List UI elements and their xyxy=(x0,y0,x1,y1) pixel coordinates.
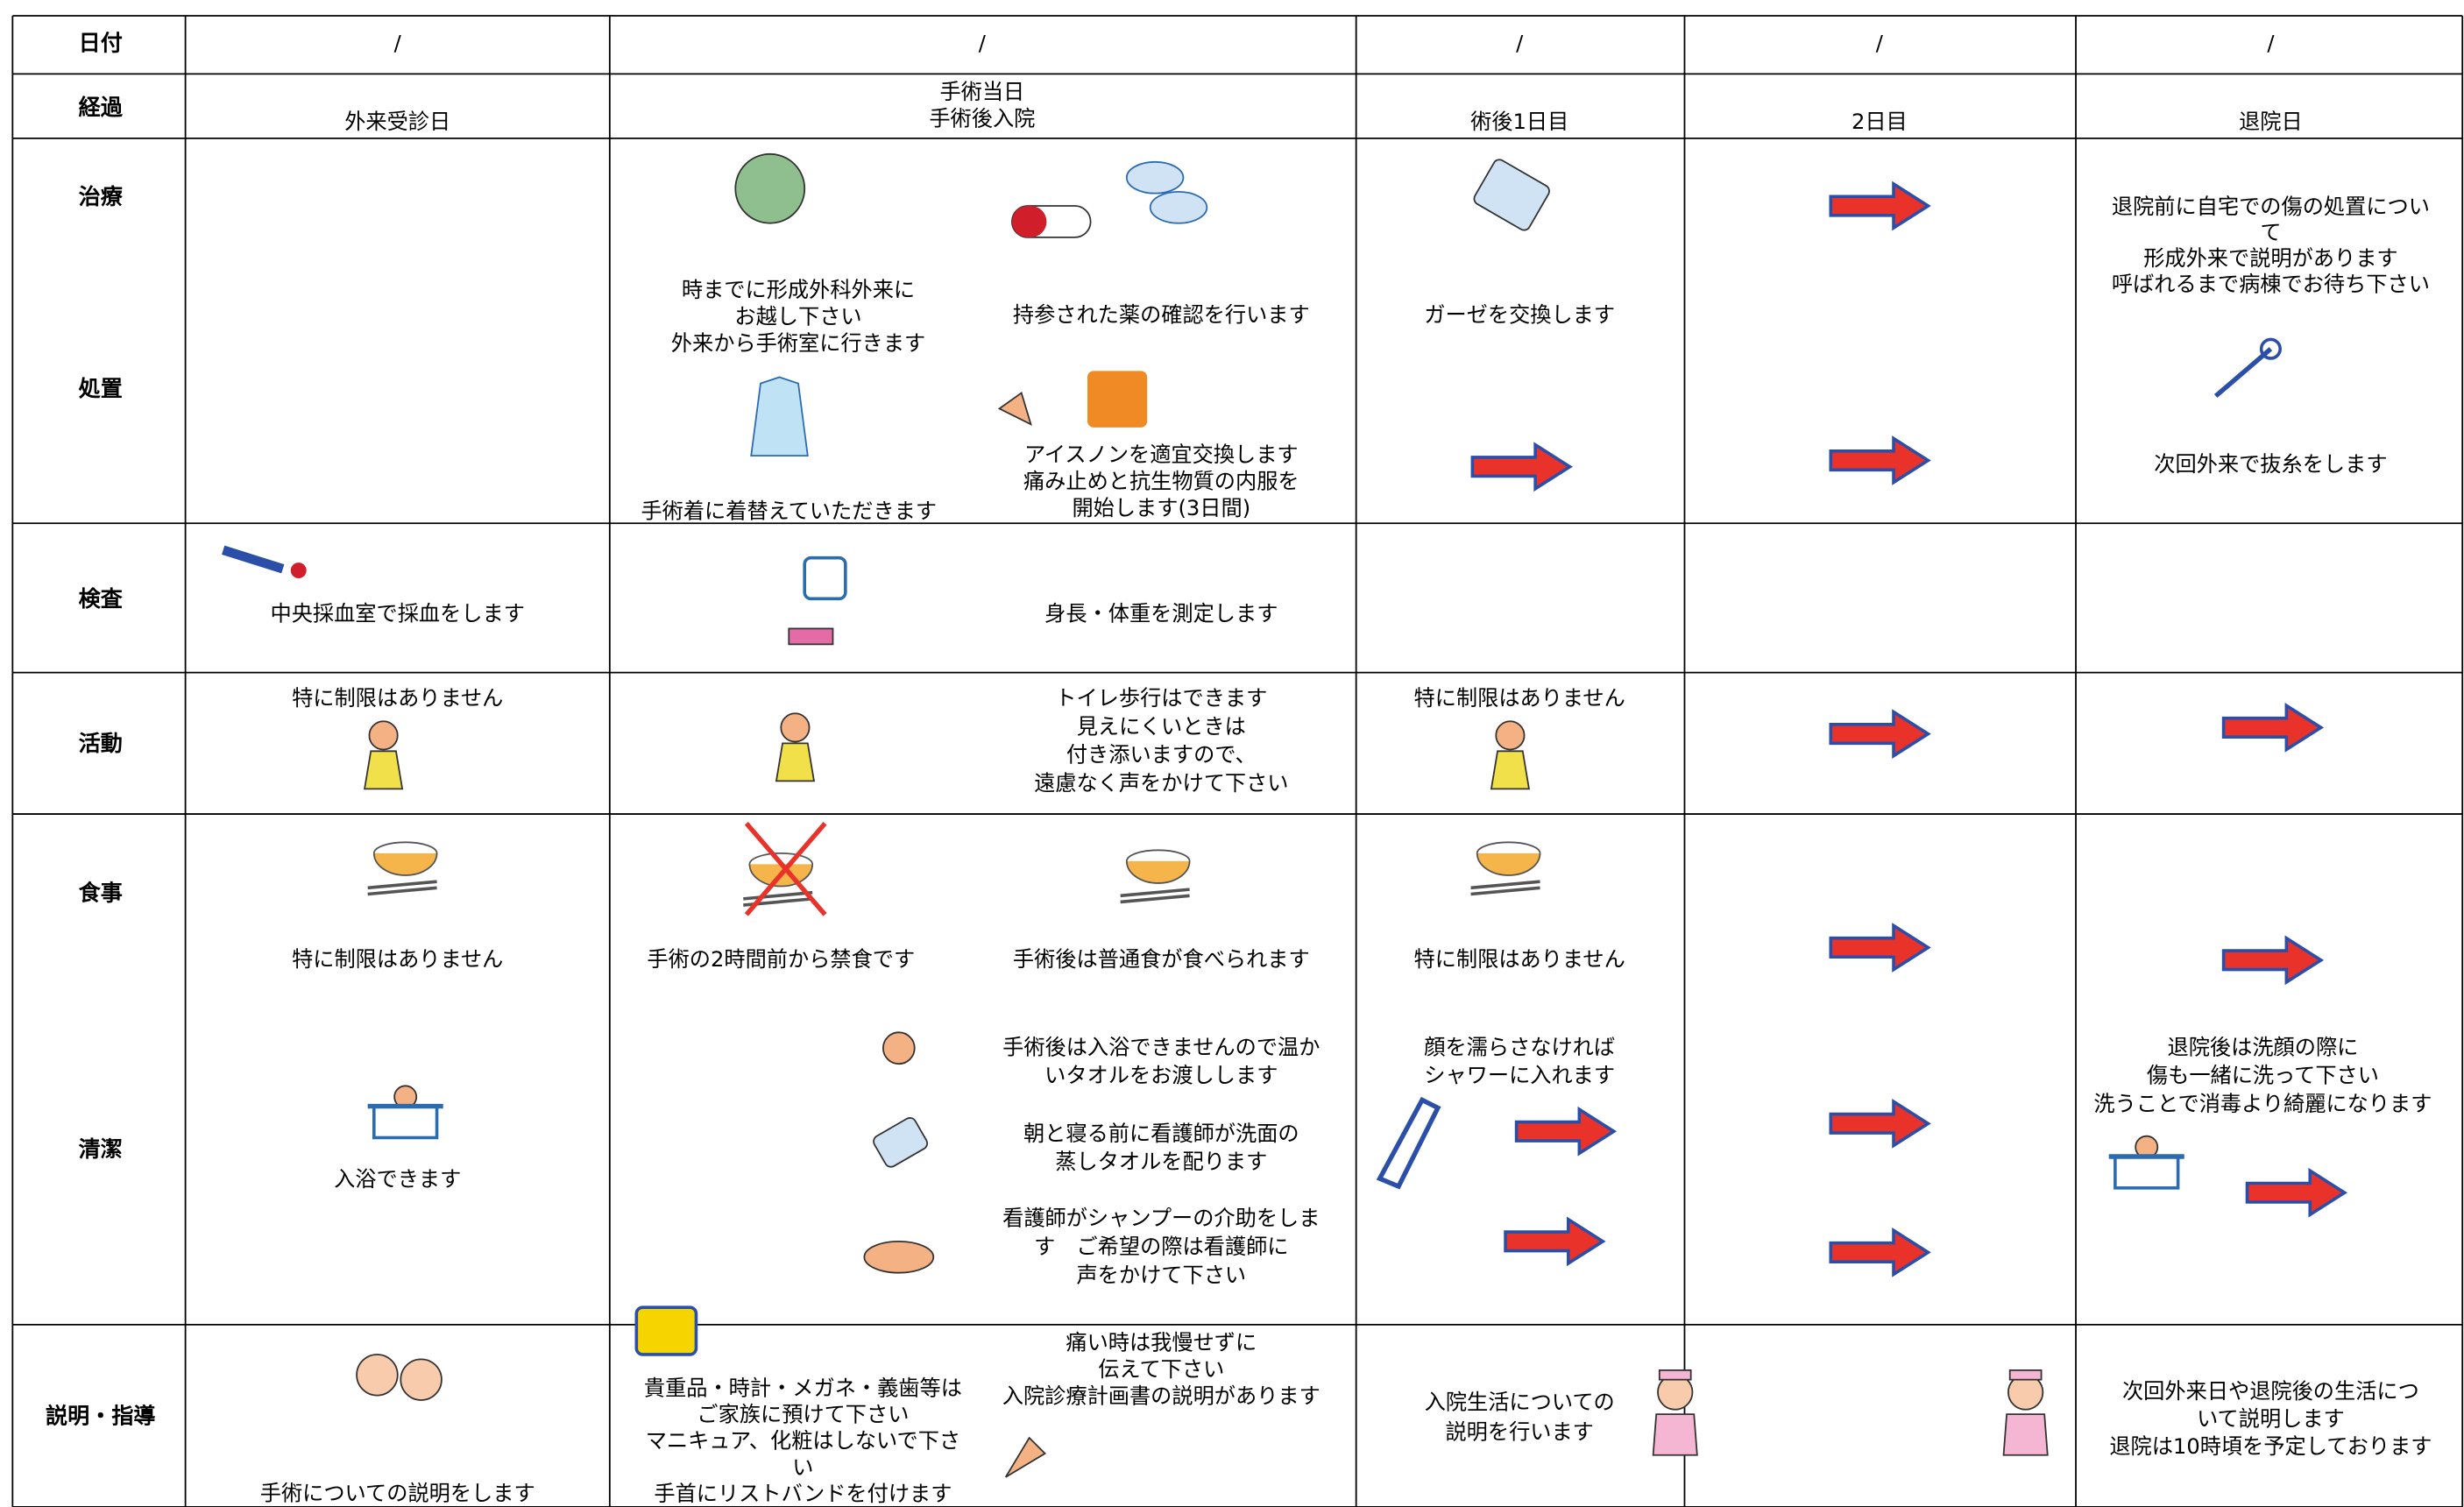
row-label: 検査 xyxy=(79,586,124,612)
cell-text: 見えにくいときは xyxy=(1077,714,1246,739)
cell-text: いて説明します xyxy=(2197,1406,2345,1431)
cell-text: 看護師がシャンプーの介助をしま xyxy=(1002,1206,1320,1231)
cell-text: 痛い時は我慢せずに xyxy=(1066,1330,1257,1355)
row-label: 処置 xyxy=(79,376,123,401)
cell-text: 伝えて下さい xyxy=(1098,1357,1224,1382)
row-label: 経過 xyxy=(79,95,124,120)
cell-text: 手術着に着替えていただきます xyxy=(641,499,937,524)
date-mark: / xyxy=(1516,31,1524,55)
row-label: 食事 xyxy=(79,881,123,906)
cell-text: お越し下さい xyxy=(734,304,861,329)
cell-text: 2日目 xyxy=(1852,110,1908,134)
cell-text: 洗うことで消毒より綺麗になります xyxy=(2093,1092,2432,1116)
cell-text: 入院診療計画書の説明があります xyxy=(1002,1383,1321,1408)
row-label: 活動 xyxy=(79,731,123,756)
cell-text: ご家族に預けて下さい xyxy=(697,1403,909,1427)
cell-text: 外来から手術室に行きます xyxy=(671,331,925,356)
cell-text: 退院は10時頃を予定しております xyxy=(2109,1434,2432,1459)
cell-text: 退院日 xyxy=(2239,110,2303,134)
cell-text: 次回外来日や退院後の生活につ xyxy=(2122,1379,2419,1404)
row-label: 清潔 xyxy=(79,1136,123,1162)
cell-text: 手術後入院 xyxy=(929,106,1035,131)
cell-text: 説明を行います xyxy=(1445,1420,1593,1445)
cell-text: シャワーに入れます xyxy=(1424,1064,1615,1088)
cell-text: 中央採血室で採血をします xyxy=(271,601,525,626)
cell-text: 貴重品・時計・メガネ・義歯等は xyxy=(644,1376,962,1400)
cell-text: 痛み止めと抗生物質の内服を xyxy=(1023,470,1299,494)
cell-text: 遠慮なく声をかけて下さい xyxy=(1034,771,1288,796)
cell-text: 特に制限はありません xyxy=(292,686,503,711)
cell-text: アイスノンを適宜交換します xyxy=(1024,442,1299,467)
cell-text: トイレ歩行はできます xyxy=(1055,686,1267,711)
cell-text: 開始します(3日間) xyxy=(1072,496,1250,520)
cell-text: 付き添いますので、 xyxy=(1066,743,1257,768)
cell-text: 手術後は入浴できませんので温か xyxy=(1002,1035,1320,1059)
cell-text: い xyxy=(792,1455,813,1480)
cell-text: て xyxy=(2260,220,2281,244)
cell-text: 持参された薬の確認を行います xyxy=(1013,303,1310,328)
cell-text: 手術後は普通食が食べられます xyxy=(1013,947,1310,972)
cell-text: ガーゼを交換します xyxy=(1424,303,1615,328)
cell-text: 身長・体重を測定します xyxy=(1044,601,1278,626)
row-label: 日付 xyxy=(79,30,123,55)
cell-text: 退院前に自宅での傷の処置につい xyxy=(2112,195,2430,219)
date-mark: / xyxy=(394,31,402,55)
cell-text: 呼ばれるまで病棟でお待ち下さい xyxy=(2112,272,2430,297)
date-mark: / xyxy=(1876,31,1884,55)
cell-text: 入院生活についての xyxy=(1425,1390,1615,1415)
cell-text: 術後1日目 xyxy=(1470,110,1568,134)
cell-text: いタオルをお渡しします xyxy=(1044,1064,1278,1088)
cell-text: 手術の2時間前から禁食です xyxy=(647,947,915,972)
row-label: 治療 xyxy=(79,184,124,209)
date-mark: / xyxy=(979,31,987,55)
cell-text: 声をかけて下さい xyxy=(1076,1263,1246,1287)
cell-text: 入浴できます xyxy=(334,1167,461,1192)
cell-text: 退院後は洗顔の際に xyxy=(2168,1035,2359,1059)
cell-text: 形成外来で説明があります xyxy=(2143,246,2397,271)
cell-text: 手首にリストバンドを付けます xyxy=(654,1482,952,1506)
cell-text: 外来受診日 xyxy=(344,110,450,134)
cell-text: 手術についての説明をします xyxy=(260,1482,535,1506)
cell-text: 蒸しタオルを配ります xyxy=(1055,1150,1267,1174)
cell-text: 特に制限はありません xyxy=(292,947,503,972)
cell-text: 次回外来で抜糸をします xyxy=(2154,452,2387,477)
date-mark: / xyxy=(2267,31,2275,55)
cell-text: 朝と寝る前に看護師が洗面の xyxy=(1023,1121,1299,1146)
cell-text: 特に制限はありません xyxy=(1414,686,1625,711)
cell-text: 時までに形成外科外来に xyxy=(682,278,915,302)
row-label: 説明・指導 xyxy=(46,1404,155,1429)
cell-text: 手術当日 xyxy=(939,80,1024,104)
cell-text: 顔を濡らさなければ xyxy=(1424,1035,1615,1059)
cell-text: す ご希望の際は看護師に xyxy=(1034,1235,1288,1259)
cell-text: 傷も一緒に洗って下さい xyxy=(2147,1064,2379,1088)
cell-text: 特に制限はありません xyxy=(1414,947,1625,972)
cell-text: マニキュア、化粧はしないで下さ xyxy=(646,1429,960,1454)
illustrations xyxy=(222,152,2347,1478)
